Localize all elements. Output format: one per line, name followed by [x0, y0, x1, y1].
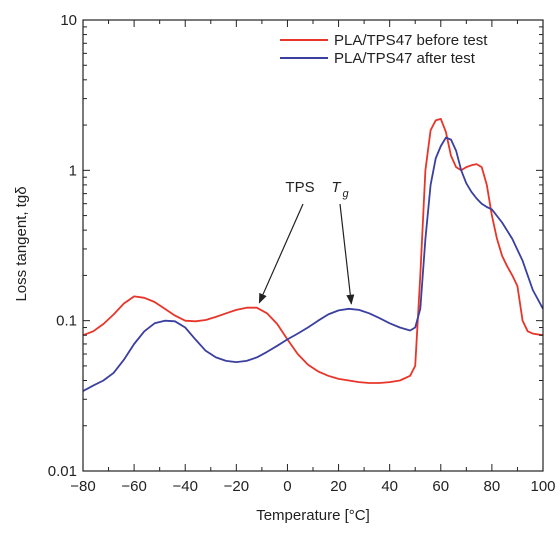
- legend-label-1: PLA/TPS47 before test: [334, 32, 488, 49]
- annotation-arrow-1: [258, 203, 304, 304]
- x-tick-label: 100: [530, 478, 555, 495]
- y-tick-label: 10: [60, 12, 77, 29]
- annotation-subscript: g: [343, 188, 350, 200]
- x-tick-label: 40: [381, 478, 398, 495]
- plot-frame: [82, 19, 544, 472]
- series-line-2: [82, 136, 544, 392]
- x-tick-label: 60: [432, 478, 449, 495]
- x-tick-label: 80: [484, 478, 501, 495]
- y-axis-title: Loss tangent, tgδ: [13, 186, 30, 301]
- y-tick-label: 1: [69, 162, 77, 179]
- x-tick-label: 20: [330, 478, 347, 495]
- x-axis-title: Temperature [°C]: [256, 507, 370, 524]
- x-tick-label: 0: [283, 478, 291, 495]
- annotation-label-1: TPS: [285, 179, 314, 196]
- x-tick-label: −60: [121, 478, 146, 495]
- annotation-arrow-2: [339, 203, 355, 305]
- x-tick-label: −40: [172, 478, 197, 495]
- series-line-1: [82, 118, 544, 384]
- x-tick-label: −20: [224, 478, 249, 495]
- y-tick-label: 0.01: [48, 463, 77, 480]
- legend-label-2: PLA/TPS47 after test: [334, 50, 476, 67]
- x-tick-label: −80: [70, 478, 95, 495]
- y-tick-label: 0.1: [56, 313, 77, 330]
